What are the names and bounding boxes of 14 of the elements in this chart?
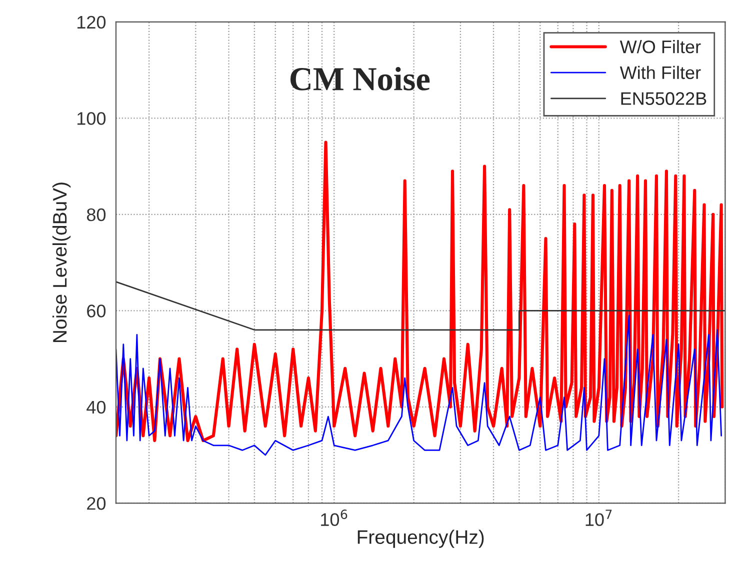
y-tick-label: 20 <box>87 497 106 510</box>
x-axis-title: Frequency(Hz) <box>358 530 484 548</box>
x-tick-label: 10$^{7}$ <box>586 510 612 526</box>
legend-label: W/O Filter <box>620 40 701 54</box>
y-axis-title: Noise Level(dBuV) <box>52 182 71 342</box>
x-tick-label: 10$^{6}$ <box>321 510 348 526</box>
y-tick-label: 80 <box>86 208 106 222</box>
y-tick-label: 100 <box>78 112 106 125</box>
text: CM Noise <box>290 66 430 90</box>
y-tick-label: 40 <box>86 400 106 414</box>
y-tick-label: 120 <box>78 16 106 29</box>
y-tick-label: 60 <box>87 304 106 318</box>
legend-label: EN55022B <box>621 92 706 105</box>
legend-label: With Filter <box>620 66 701 80</box>
